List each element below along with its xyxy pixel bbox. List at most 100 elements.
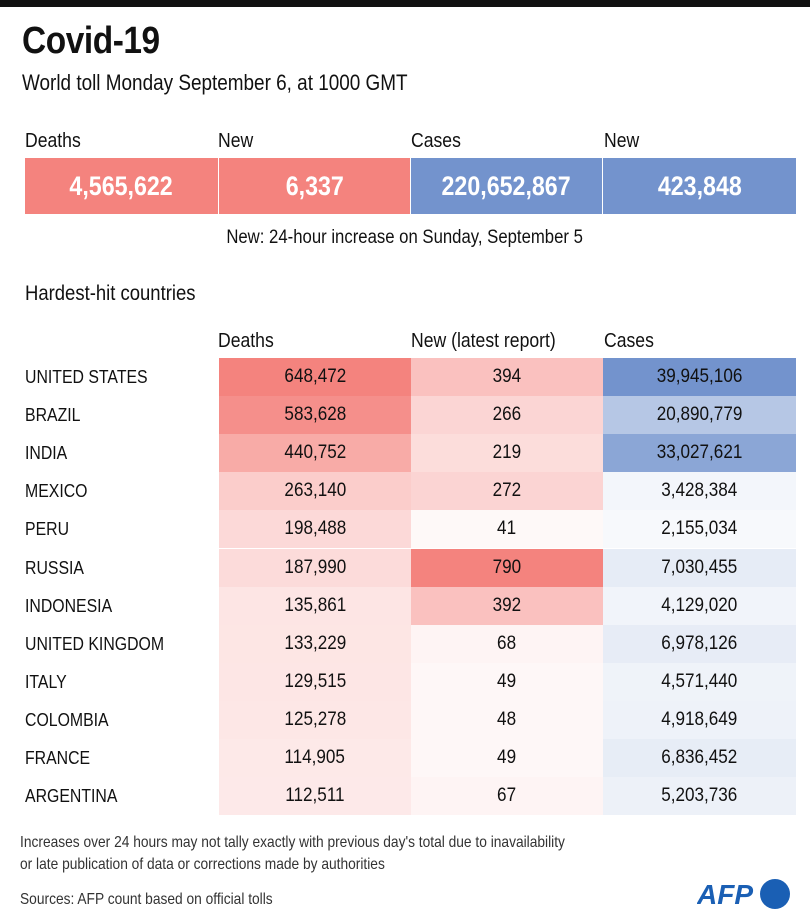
page-title: Covid-19 — [22, 20, 160, 62]
new-cell: 272 — [411, 472, 603, 511]
deaths-cell-value: 133,229 — [284, 632, 346, 654]
cases-cell: 3,428,384 — [603, 472, 796, 511]
country-name-text: ITALY — [25, 671, 67, 692]
country-name: PERU — [25, 510, 75, 548]
country-name-text: MEXICO — [25, 481, 88, 502]
cases-cell-value: 6,978,126 — [661, 632, 738, 654]
deaths-cell: 263,140 — [219, 472, 411, 511]
country-name-text: INDONESIA — [25, 595, 113, 616]
deaths-cell: 135,861 — [219, 586, 411, 625]
country-name-text: COLOMBIA — [25, 709, 109, 730]
new-cell: 68 — [411, 624, 603, 663]
cases-cell: 20,890,779 — [603, 396, 796, 435]
new-cell-value: 49 — [497, 670, 517, 692]
cases-cell-value: 4,918,649 — [661, 708, 738, 730]
footnote-line-1: Increases over 24 hours may not tally ex… — [20, 834, 565, 851]
country-name: ITALY — [25, 663, 72, 701]
cases-cell: 2,155,034 — [603, 510, 796, 549]
deaths-cell-value: 648,472 — [284, 366, 346, 387]
new-cell: 266 — [411, 396, 603, 435]
new-cell-value: 67 — [497, 785, 517, 807]
deaths-cell: 114,905 — [219, 739, 411, 777]
deaths-cell-value: 583,628 — [284, 404, 346, 426]
afp-logo-globe — [760, 879, 790, 909]
new-cell-value: 272 — [492, 480, 522, 502]
kpi-deaths-value: 4,565,622 — [69, 170, 174, 201]
new-cell: 219 — [411, 434, 603, 473]
section-title: Hardest-hit countries — [25, 282, 219, 306]
cases-cell-value: 33,027,621 — [656, 442, 743, 464]
table-row: ARGENTINA 112,511 67 5,203,736 — [0, 777, 810, 816]
cases-cell-value: 4,571,440 — [661, 670, 738, 692]
new-cell: 392 — [411, 586, 603, 625]
country-name: BRAZIL — [25, 396, 88, 434]
country-name-text: FRANCE — [25, 748, 91, 768]
new-cell: 394 — [411, 358, 603, 396]
cases-cell-value: 39,945,106 — [656, 366, 743, 387]
country-name: ARGENTINA — [25, 777, 130, 815]
table-row: BRAZIL 583,628 266 20,890,779 — [0, 396, 810, 435]
afp-logo-text: AFP — [697, 879, 753, 910]
country-name: INDIA — [25, 434, 73, 472]
kpi-deaths-label: Deaths — [25, 130, 81, 152]
deaths-cell: 133,229 — [219, 624, 411, 663]
column-header-cases-text: Cases — [604, 330, 654, 352]
column-header-cases: Cases — [604, 330, 661, 353]
cases-cell-value: 5,203,736 — [661, 785, 738, 807]
deaths-cell: 112,511 — [219, 777, 411, 816]
section-title-text: Hardest-hit countries — [25, 282, 196, 305]
column-header-deaths: Deaths — [218, 330, 281, 353]
table-row: INDIA 440,752 219 33,027,621 — [0, 434, 810, 473]
country-name: RUSSIA — [25, 549, 92, 587]
country-name: UNITED STATES — [25, 358, 164, 396]
column-header-new-text: New (latest report) — [411, 330, 556, 352]
country-name-text: UNITED KINGDOM — [25, 633, 165, 654]
cases-cell: 7,030,455 — [603, 548, 796, 587]
cases-cell: 6,978,126 — [603, 624, 796, 663]
new-cell-value: 394 — [492, 366, 522, 387]
afp-logo-icon: AFP — [696, 879, 790, 910]
deaths-cell-value: 187,990 — [284, 556, 346, 578]
table-row: RUSSIA 187,990 790 7,030,455 — [0, 548, 810, 587]
table-row: INDONESIA 135,861 392 4,129,020 — [0, 586, 810, 625]
kpi-cases-label: Cases — [411, 130, 461, 152]
kpi-cases-box: 220,652,867 — [411, 158, 602, 214]
country-name: COLOMBIA — [25, 701, 120, 739]
table-row: UNITED STATES 648,472 394 39,945,106 — [0, 358, 810, 396]
country-name: FRANCE — [25, 739, 99, 777]
table-row: MEXICO 263,140 272 3,428,384 — [0, 472, 810, 511]
table-row: ITALY 129,515 49 4,571,440 — [0, 662, 810, 701]
sources: Sources: AFP count based on official tol… — [20, 889, 314, 911]
country-name: INDONESIA — [25, 587, 124, 625]
cases-cell-value: 7,030,455 — [661, 556, 738, 578]
deaths-cell: 125,278 — [219, 700, 411, 739]
column-header-new: New (latest report) — [411, 330, 576, 353]
kpi-cases-value: 220,652,867 — [441, 170, 572, 201]
country-name: MEXICO — [25, 472, 96, 510]
column-header-deaths-text: Deaths — [218, 330, 274, 352]
deaths-cell-value: 198,488 — [284, 518, 346, 540]
cases-cell: 4,129,020 — [603, 586, 796, 625]
cases-cell-value: 20,890,779 — [656, 404, 743, 426]
country-name-text: PERU — [25, 519, 70, 540]
cases-cell-value: 3,428,384 — [661, 480, 738, 502]
cases-cell-value: 6,836,452 — [661, 747, 738, 768]
new-cell: 67 — [411, 777, 603, 816]
country-name-text: RUSSIA — [25, 557, 84, 578]
kpi-new-cases-value: 423,848 — [657, 170, 742, 201]
deaths-cell: 648,472 — [219, 358, 411, 396]
deaths-cell-value: 440,752 — [284, 442, 346, 464]
new-cell: 49 — [411, 739, 603, 777]
country-name-text: UNITED STATES — [25, 367, 148, 387]
page-subtitle: World toll Monday September 6, at 1000 G… — [22, 70, 408, 95]
kpi-new-deaths-box: 6,337 — [219, 158, 410, 214]
table-row: COLOMBIA 125,278 48 4,918,649 — [0, 700, 810, 739]
kpi-new-cases-box: 423,848 — [603, 158, 796, 214]
new-cell: 41 — [411, 510, 603, 549]
deaths-cell: 583,628 — [219, 396, 411, 435]
cases-cell-value: 2,155,034 — [661, 518, 738, 540]
deaths-cell-value: 112,511 — [285, 785, 345, 807]
kpi-new-cases-label: New — [604, 130, 640, 152]
new-cell-value: 49 — [497, 747, 517, 768]
deaths-cell: 198,488 — [219, 510, 411, 549]
